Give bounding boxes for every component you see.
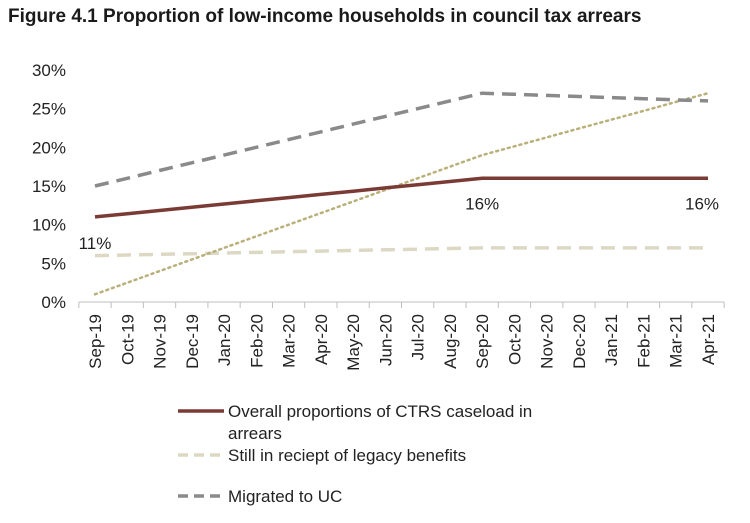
legend-label: Still in reciept of legacy benefits bbox=[228, 446, 466, 465]
x-tick-label: Apr-21 bbox=[699, 314, 718, 365]
x-tick-label: Dec-19 bbox=[183, 314, 202, 369]
x-tick-label: Sep-19 bbox=[86, 314, 105, 369]
x-tick-label: Jan-20 bbox=[215, 314, 234, 366]
x-tick-label: Jun-20 bbox=[376, 314, 395, 366]
annotation-layer: 11% 16% 16% bbox=[79, 194, 719, 253]
x-tick-label: Jan-21 bbox=[602, 314, 621, 366]
legend-label: Overall proportions of CTRS caseload in bbox=[228, 402, 532, 421]
data-label: 16% bbox=[685, 194, 719, 213]
x-tick-label: Nov-19 bbox=[151, 314, 170, 369]
y-tick-label: 20% bbox=[32, 138, 66, 157]
x-tick-label: Dec-20 bbox=[570, 314, 589, 369]
series-line-migrated-to-uc bbox=[94, 91, 709, 188]
series-line-unlabelled bbox=[93, 91, 710, 296]
y-tick-label: 5% bbox=[41, 254, 66, 273]
x-tick-label: Mar-21 bbox=[667, 314, 686, 368]
legend-label: arrears bbox=[228, 424, 282, 443]
x-tick-label: Sep-20 bbox=[473, 314, 492, 369]
series-layer bbox=[93, 91, 710, 296]
data-label: 11% bbox=[79, 234, 112, 253]
x-tick-label: Aug-20 bbox=[441, 314, 460, 369]
series-line-overall-proportions-of-ctrs-caseload-in-arrears bbox=[94, 176, 708, 219]
x-tick-label: May-20 bbox=[344, 314, 363, 371]
x-tick-label: Jul-20 bbox=[409, 314, 428, 360]
y-tick-label: 10% bbox=[32, 216, 66, 235]
y-tick-label: 25% bbox=[32, 100, 66, 119]
legend: Overall proportions of CTRS caseload in a… bbox=[178, 402, 532, 506]
chart-title: Figure 4.1 Proportion of low-income hous… bbox=[8, 6, 642, 27]
x-tick-label: Nov-20 bbox=[538, 314, 557, 369]
y-axis: 0% 5% 10% 15% 20% 25% 30% bbox=[32, 61, 66, 312]
x-tick-label: Oct-20 bbox=[505, 314, 524, 365]
y-tick-label: 0% bbox=[41, 293, 66, 312]
legend-label: Migrated to UC bbox=[228, 487, 342, 506]
x-tick-label: Apr-20 bbox=[312, 314, 331, 365]
data-label: 16% bbox=[465, 194, 499, 213]
x-tick-label: Mar-20 bbox=[280, 314, 299, 368]
y-tick-label: 30% bbox=[32, 61, 66, 80]
x-tick-label: Feb-20 bbox=[247, 314, 266, 368]
x-axis: Sep-19 Oct-19 Nov-19 Dec-19 Jan-20 Feb-20 Mar-… bbox=[78, 301, 725, 371]
x-tick-label: Oct-19 bbox=[118, 314, 137, 365]
series-line-still-in-reciept-of-legacy-benefits bbox=[94, 246, 708, 258]
y-tick-label: 15% bbox=[32, 177, 66, 196]
x-tick-label: Feb-21 bbox=[634, 314, 653, 368]
